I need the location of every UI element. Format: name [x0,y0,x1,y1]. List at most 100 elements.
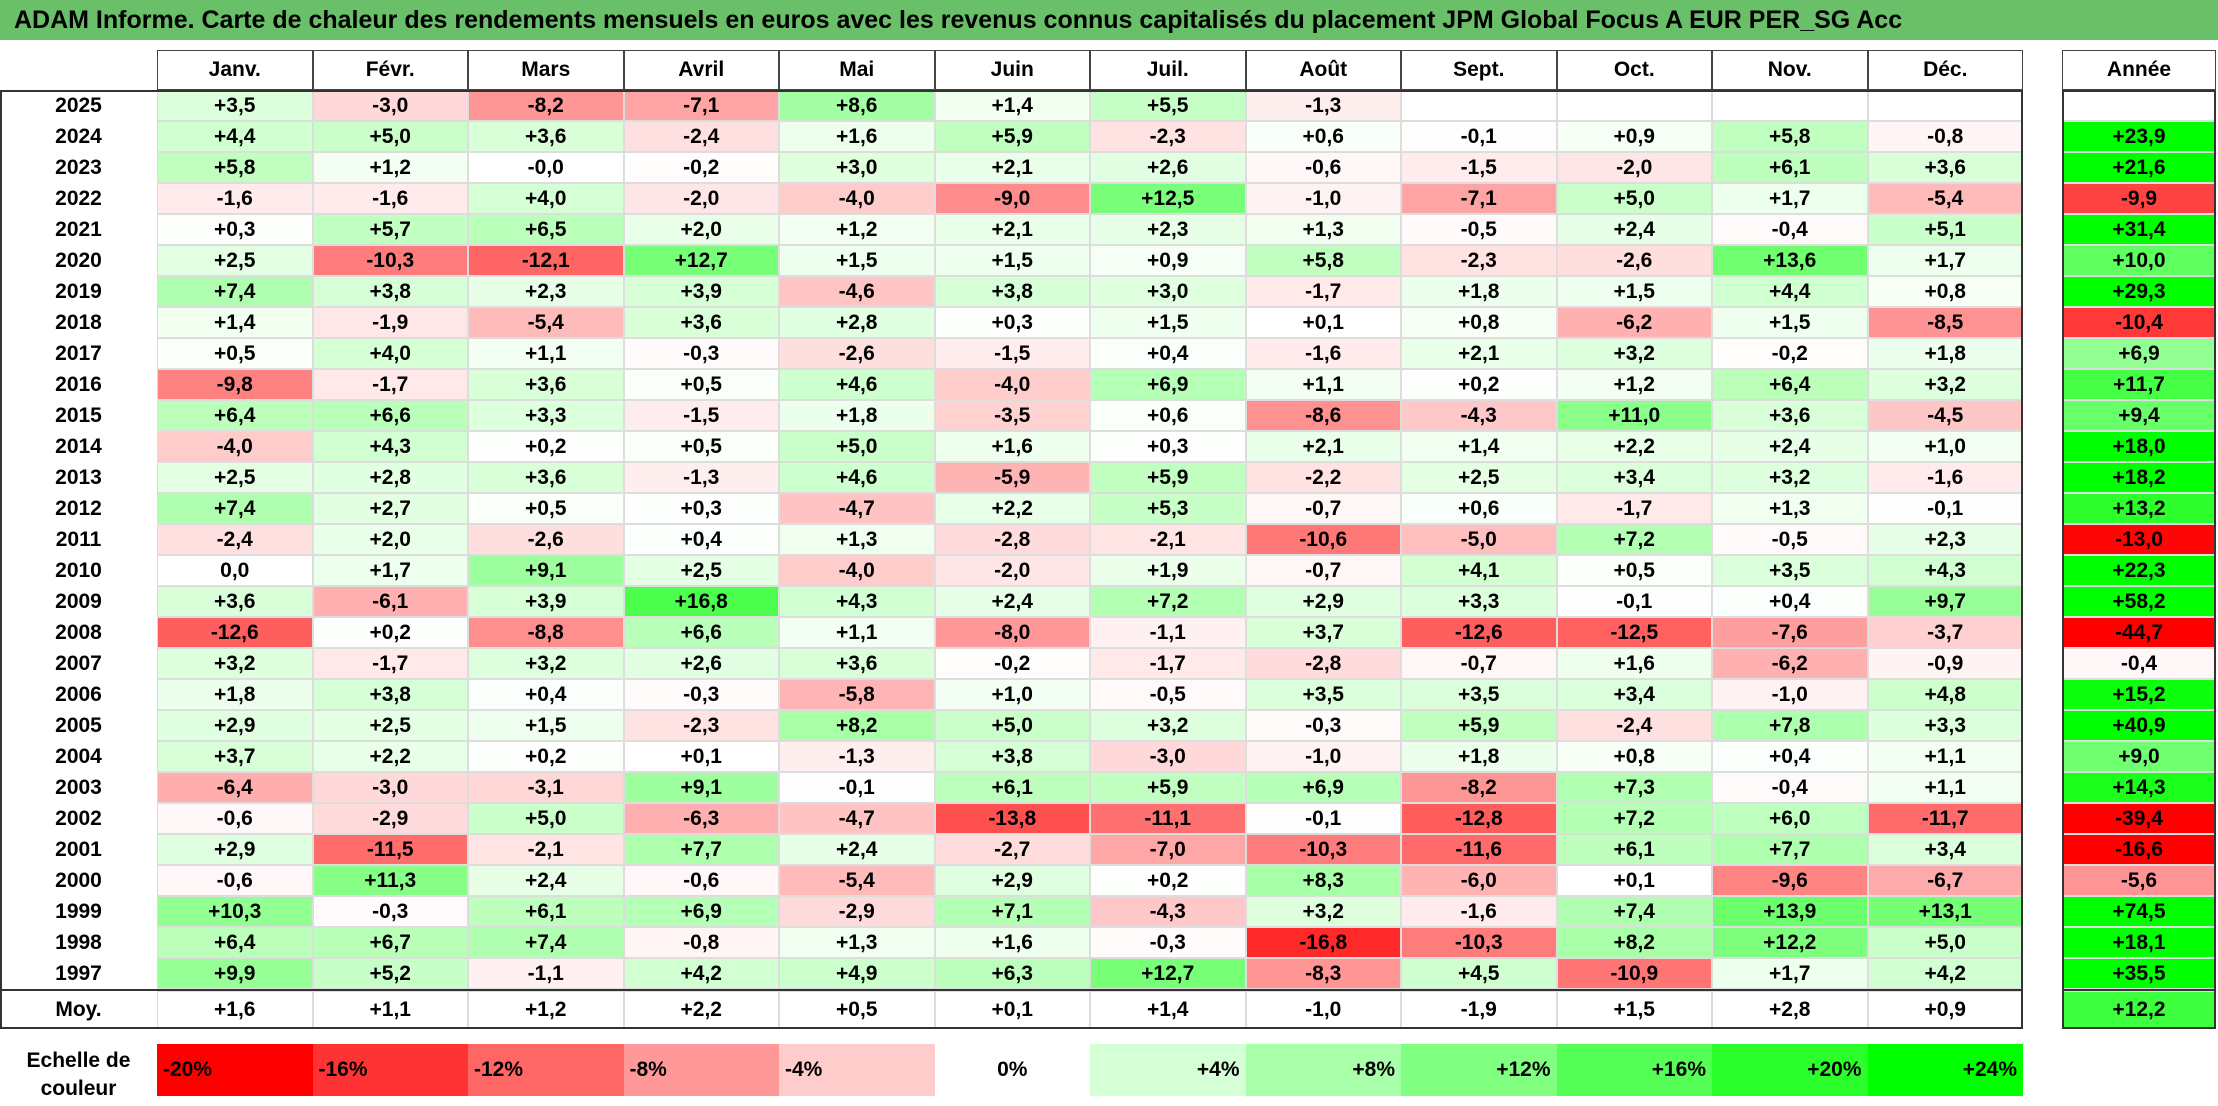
heatmap-cell: +5,3 [1090,493,1246,524]
heatmap-cell: +1,1 [1245,369,1401,400]
heatmap-cell: -0,7 [1245,555,1401,586]
heatmap-cell: +4,2 [1867,958,2023,989]
heatmap-cell: +6,5 [468,214,624,245]
heatmap-cell: +1,5 [779,245,935,276]
heatmap-cell: +3,6 [468,121,624,152]
heatmap-cell: +1,5 [934,245,1090,276]
heatmap-cell: +6,4 [157,400,313,431]
heatmap-cell: +3,2 [1556,338,1712,369]
year-total-cell: +23,9 [2062,121,2216,152]
column-header: Avril [623,50,779,90]
heatmap-cell: +4,5 [1401,958,1557,989]
heatmap-cell: +1,5 [1090,307,1246,338]
average-cell: +0,9 [1867,991,2023,1029]
row-label: 2008 [55,620,102,644]
heatmap-cell: +1,6 [779,121,935,152]
heatmap-cell: +1,8 [1867,338,2023,369]
average-cell: +2,2 [623,991,779,1029]
row-label: 1999 [55,899,102,923]
year-total-cell: -13,0 [2062,524,2216,555]
heatmap-cell: +0,3 [157,214,313,245]
heatmap-cell: +7,4 [157,493,313,524]
heatmap-cell: +3,4 [1556,679,1712,710]
heatmap-cell: +2,4 [1712,431,1868,462]
heatmap-cell: +6,1 [1712,152,1868,183]
heatmap-cell: +1,8 [779,400,935,431]
heatmap-cell: -8,8 [468,617,624,648]
heatmap-cell: -11,1 [1090,803,1246,834]
heatmap-cell: -1,7 [1090,648,1246,679]
heatmap-cell: +3,3 [1401,586,1557,617]
heatmap-cell: +2,8 [312,462,468,493]
heatmap-cell: +3,7 [1245,617,1401,648]
scale-swatch: +12% [1401,1044,1557,1096]
heatmap-cell: +3,2 [1867,369,2023,400]
heatmap-cell: -3,1 [468,772,624,803]
heatmap-cell: -0,4 [1712,214,1868,245]
heatmap-cell: +3,2 [1245,896,1401,927]
average-year-cell: +12,2 [2062,991,2216,1029]
heatmap-cell: +4,8 [1867,679,2023,710]
heatmap-cell: -6,0 [1401,865,1557,896]
heatmap-cell: +0,1 [623,741,779,772]
heatmap-cell: +3,6 [1712,400,1868,431]
heatmap-cell: +5,5 [1090,90,1246,121]
heatmap-cell: -0,5 [1401,214,1557,245]
heatmap-cell: +7,4 [1556,896,1712,927]
title-bar: ADAM Informe. Carte de chaleur des rende… [0,0,2218,40]
heatmap-cell: +8,2 [1556,927,1712,958]
heatmap-cell: +0,5 [1556,555,1712,586]
heatmap-cell: -10,9 [1556,958,1712,989]
heatmap-cell: +12,7 [623,245,779,276]
heatmap-cell: -1,5 [623,400,779,431]
heatmap-cell: +5,8 [157,152,313,183]
scale-swatch: +8% [1245,1044,1401,1096]
heatmap-cell: +1,8 [157,679,313,710]
heatmap-cell: +0,3 [934,307,1090,338]
heatmap-cell: +3,6 [1867,152,2023,183]
heatmap-cell: +7,1 [934,896,1090,927]
heatmap-cell: +13,6 [1712,245,1868,276]
heatmap-cell: +2,4 [779,834,935,865]
heatmap-cell: +2,4 [468,865,624,896]
heatmap-cell: -8,6 [1245,400,1401,431]
heatmap-cell: -10,3 [1401,927,1557,958]
row-label: 2016 [55,372,102,396]
column-header: Déc. [1867,50,2023,90]
heatmap-cell: +3,8 [312,276,468,307]
heatmap-cell: +3,3 [468,400,624,431]
average-cell: +1,1 [312,991,468,1029]
heatmap-cell: -2,9 [312,803,468,834]
heatmap-cell: -4,3 [1401,400,1557,431]
heatmap-cell: -2,4 [623,121,779,152]
heatmap-cell: +0,4 [1712,586,1868,617]
heatmap-cell: -0,3 [623,338,779,369]
heatmap-cell: +5,8 [1245,245,1401,276]
heatmap-cell: +4,4 [157,121,313,152]
average-cell: +1,2 [468,991,624,1029]
heatmap-cell: +0,8 [1867,276,2023,307]
heatmap-cell: +5,7 [312,214,468,245]
heatmap-cell: +6,3 [934,958,1090,989]
heatmap-cell: +4,6 [779,369,935,400]
heatmap-cell: +3,0 [779,152,935,183]
average-cell: +2,8 [1712,991,1868,1029]
heatmap-cell: +3,4 [1556,462,1712,493]
heatmap-cell: +3,6 [157,586,313,617]
heatmap-cell: +2,2 [312,741,468,772]
heatmap-cell: -4,0 [934,369,1090,400]
heatmap-cell: -1,0 [1245,183,1401,214]
heatmap-cell: -6,7 [1867,865,2023,896]
average-cell: -1,9 [1401,991,1557,1029]
heatmap-cell: +5,9 [934,121,1090,152]
row-label: 2018 [55,310,102,334]
heatmap-cell: +2,6 [623,648,779,679]
year-total-cell: +18,1 [2062,927,2216,958]
year-total-cell [2062,90,2216,121]
row-label: 2003 [55,775,102,799]
heatmap-cell: -2,8 [934,524,1090,555]
year-total-cell: -44,7 [2062,617,2216,648]
year-total-cell: +10,0 [2062,245,2216,276]
heatmap-cell: -1,5 [1401,152,1557,183]
heatmap-cell: +2,1 [934,152,1090,183]
